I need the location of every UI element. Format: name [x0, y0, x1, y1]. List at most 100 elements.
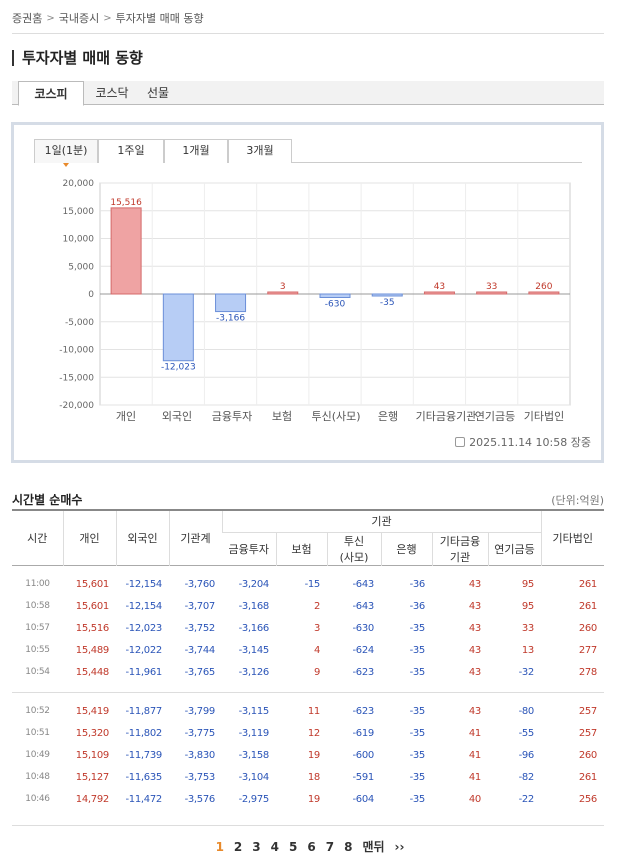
value-cell: 14,792	[75, 793, 110, 805]
table-row: 10:49 15,109 -11,739 -3,830 -3,158 19 -600 -35 4…	[12, 744, 604, 766]
value-cell: 256	[578, 793, 597, 805]
value-cell: -3,753	[184, 771, 216, 783]
page-next-link[interactable]: ››	[394, 840, 405, 854]
y-tick-label: -5,000	[65, 318, 94, 328]
value-cell: 43	[468, 705, 481, 717]
value-cell: 260	[578, 622, 597, 634]
value-cell: 41	[468, 727, 481, 739]
x-tick-label: 개인	[116, 410, 136, 423]
value-cell: -35	[409, 644, 426, 656]
y-tick-label: -10,000	[59, 346, 94, 356]
page-link-1[interactable]: 1	[215, 840, 224, 854]
page-link-7[interactable]: 7	[325, 840, 335, 854]
value-cell: -12,023	[125, 622, 163, 634]
value-cell: 19	[307, 749, 320, 761]
page-link-2[interactable]: 2	[233, 840, 243, 854]
value-cell: -36	[409, 600, 426, 612]
value-cell: -96	[518, 749, 535, 761]
value-cell: -22	[518, 793, 535, 805]
data-label: 3	[280, 282, 286, 292]
tab-1month[interactable]: 1개월	[164, 139, 228, 163]
unit-label: (단위:억원)	[551, 494, 604, 507]
value-cell: -604	[352, 793, 375, 805]
value-cell: -3,104	[238, 771, 270, 783]
table-row: 10:46 14,792 -11,472 -3,576 -2,975 19 -604 -35 4…	[12, 788, 604, 810]
value-cell: -36	[409, 578, 426, 590]
divider	[12, 825, 604, 826]
value-cell: -12,154	[125, 600, 163, 612]
value-cell: 2	[313, 600, 320, 612]
bar-0	[110, 207, 142, 295]
value-cell: -11,802	[125, 727, 163, 739]
value-cell: 11	[307, 705, 320, 717]
value-cell: 261	[578, 771, 597, 783]
time-cell: 10:52	[25, 706, 50, 716]
value-cell: -3,799	[184, 705, 216, 717]
value-cell: -591	[352, 771, 375, 783]
value-cell: -619	[352, 727, 375, 739]
time-cell: 10:57	[25, 623, 50, 633]
value-cell: -15	[304, 578, 321, 590]
page-title-text: 투자자별 매매 동향	[22, 49, 143, 67]
value-cell: -12,022	[125, 644, 163, 656]
bar-4	[319, 293, 351, 298]
value-cell: -11,877	[125, 705, 163, 717]
value-cell: 19	[307, 793, 320, 805]
value-cell: -3,576	[184, 793, 216, 805]
header-insurance: 보험	[275, 531, 327, 565]
page-last-link[interactable]: 맨뒤	[362, 840, 385, 854]
y-tick-label: 15,000	[63, 207, 95, 217]
timestamp: 2025.11.14 10:58 장중	[455, 434, 591, 450]
chevron-right-icon: >	[46, 12, 55, 24]
header-etc-fin: 기타금융 기관	[431, 531, 488, 565]
pagination: 1 2 3 4 5 6 7 8 맨뒤 ››	[0, 838, 620, 855]
chevron-right-icon: >	[103, 12, 112, 24]
page-link-8[interactable]: 8	[344, 840, 353, 854]
period-tabs: 1일(1분) 1주일 1개월 3개월	[34, 139, 582, 167]
tab-1week[interactable]: 1주일	[98, 139, 164, 163]
tab-kospi[interactable]: 코스피	[18, 81, 84, 106]
value-cell: 95	[521, 600, 534, 612]
market-tabs: 코스피 코스닥 선물	[12, 81, 604, 106]
breadcrumb-domestic[interactable]: 국내증시	[58, 12, 100, 25]
value-cell: -3,765	[184, 666, 216, 678]
value-cell: 40	[468, 793, 481, 805]
x-tick-label: 연기금등	[475, 410, 515, 423]
value-cell: 4	[313, 644, 320, 656]
bar-7	[476, 291, 508, 295]
data-label: -630	[325, 299, 346, 309]
value-cell: -35	[409, 666, 426, 678]
bar-1	[162, 293, 194, 362]
bar-8	[528, 291, 560, 295]
tab-futures[interactable]: 선물	[146, 86, 170, 100]
page-link-3[interactable]: 3	[252, 840, 261, 854]
table-row: 11:00 15,601 -12,154 -3,760 -3,204 -15 -643 -36…	[12, 573, 604, 595]
table-row: 10:55 15,489 -12,022 -3,744 -3,145 4 -624 -35 43…	[12, 639, 604, 661]
tab-3month[interactable]: 3개월	[228, 139, 292, 163]
time-cell: 11:00	[25, 579, 50, 589]
breadcrumb-home[interactable]: 증권홈	[12, 12, 43, 25]
value-cell: 15,127	[75, 771, 110, 783]
data-label: 33	[486, 282, 497, 292]
value-cell: -643	[352, 600, 375, 612]
value-cell: -55	[518, 727, 535, 739]
page-link-6[interactable]: 6	[307, 840, 316, 854]
value-cell: -3,145	[238, 644, 270, 656]
data-label: -3,166	[216, 314, 245, 324]
caret-down-icon	[63, 163, 69, 167]
page-link-4[interactable]: 4	[270, 840, 279, 854]
header-bank: 은행	[380, 531, 432, 565]
value-cell: -3,204	[238, 578, 270, 590]
value-cell: 15,516	[75, 622, 110, 634]
tab-1day[interactable]: 1일(1분)	[34, 139, 98, 167]
value-cell: -82	[518, 771, 535, 783]
page-link-5[interactable]: 5	[289, 840, 298, 854]
table-row: 10:51 15,320 -11,802 -3,775 -3,119 12 -619 -35 4…	[12, 722, 604, 744]
y-tick-label: 0	[88, 290, 94, 300]
value-cell: -3,158	[238, 749, 270, 761]
time-cell: 10:46	[25, 794, 50, 804]
tab-kosdaq[interactable]: 코스닥	[95, 86, 129, 100]
time-cell: 10:54	[25, 667, 50, 677]
value-cell: 43	[468, 600, 481, 612]
value-cell: 33	[521, 622, 534, 634]
